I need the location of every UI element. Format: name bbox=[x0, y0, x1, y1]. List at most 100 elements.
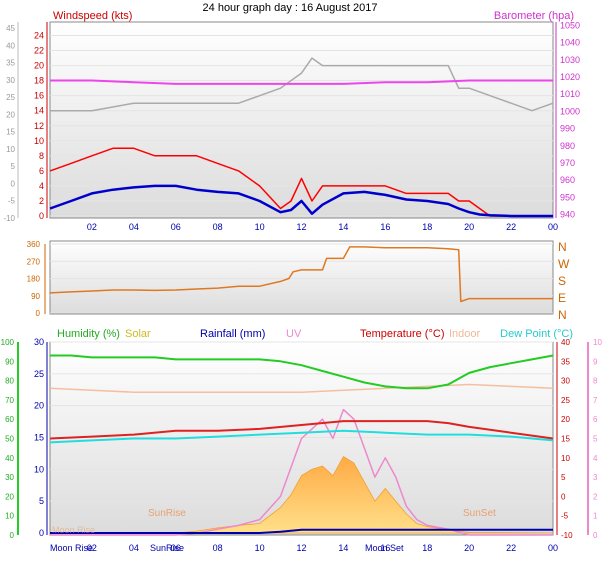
temp-x-tick-label: 08 bbox=[213, 543, 223, 553]
barometer-line bbox=[50, 79, 553, 85]
solar-tick-label: 10 bbox=[34, 464, 44, 474]
sunrise-axis-label: SunRise bbox=[150, 543, 184, 553]
temp-x-tick-label: 20 bbox=[464, 543, 474, 553]
direction-tick-label: 180 bbox=[27, 275, 41, 284]
wind-inner-tick-label: 20 bbox=[34, 61, 44, 71]
direction-tick-label: 0 bbox=[36, 309, 41, 318]
baro-tick-label: 1000 bbox=[560, 106, 580, 116]
direction-tick-label: 90 bbox=[31, 292, 40, 301]
wind-inner-tick-label: 10 bbox=[34, 136, 44, 146]
humidity-line bbox=[50, 354, 554, 390]
direction-tick-label: 360 bbox=[27, 240, 41, 249]
humidity-tick-label: 60 bbox=[5, 415, 14, 424]
wind-outer-tick-label: 25 bbox=[6, 93, 15, 102]
solar-tick-label: 5 bbox=[39, 496, 44, 506]
wind-x-tick-label: 20 bbox=[464, 222, 474, 232]
compass-label: S bbox=[558, 274, 566, 288]
uv-tick-label: 1 bbox=[593, 512, 598, 521]
wind-outer-tick-label: 5 bbox=[11, 162, 16, 171]
wind-inner-tick-label: 4 bbox=[39, 181, 44, 191]
wind-inner-tick-label: 14 bbox=[34, 106, 44, 116]
temp-x-tick-label: 04 bbox=[129, 543, 139, 553]
moonrise-axis-label: Moon Rise bbox=[50, 543, 93, 553]
baro-tick-label: 940 bbox=[560, 210, 575, 220]
uv-tick-label: 4 bbox=[593, 454, 598, 463]
humidity-tick-label: 20 bbox=[5, 492, 14, 501]
temperature-tick-label: 35 bbox=[561, 357, 570, 366]
wind-x-tick-label: 02 bbox=[87, 222, 97, 232]
compass-label: W bbox=[558, 257, 570, 271]
compass-label: E bbox=[558, 291, 566, 305]
uv-tick-label: 9 bbox=[593, 357, 598, 366]
baro-tick-label: 1010 bbox=[560, 89, 580, 99]
humidity-tick-label: 70 bbox=[5, 396, 14, 405]
wind-x-tick-label: 06 bbox=[171, 222, 181, 232]
temp-x-tick-label: 10 bbox=[255, 543, 265, 553]
wind-inner-tick-label: 16 bbox=[34, 91, 44, 101]
wind-outer-tick-label: -5 bbox=[8, 197, 16, 206]
solar-tick-label: 0 bbox=[39, 528, 44, 538]
uv-line bbox=[50, 408, 553, 536]
compass-label: N bbox=[558, 240, 567, 254]
baro-tick-label: 960 bbox=[560, 175, 575, 185]
rainfall-line bbox=[50, 528, 553, 534]
baro-tick-label: 990 bbox=[560, 124, 575, 134]
wind-inner-tick-label: 12 bbox=[34, 121, 44, 131]
baro-tick-label: 950 bbox=[560, 192, 575, 202]
wind-x-tick-label: 14 bbox=[338, 222, 348, 232]
baro-tick-label: 1040 bbox=[560, 38, 580, 48]
solar-tick-label: 30 bbox=[34, 337, 44, 347]
wind-inner-tick-label: 8 bbox=[39, 151, 44, 161]
wind-inner-tick-label: 0 bbox=[39, 211, 44, 221]
temperature-tick-label: 10 bbox=[561, 454, 570, 463]
uv-tick-label: 8 bbox=[593, 377, 598, 386]
wind-x-tick-label: 12 bbox=[296, 222, 306, 232]
wind-x-tick-label: 08 bbox=[213, 222, 223, 232]
wind-x-tick-label: 18 bbox=[422, 222, 432, 232]
compass-label: N bbox=[558, 308, 567, 322]
humidity-tick-label: 10 bbox=[5, 512, 14, 521]
humidity-tick-label: 30 bbox=[5, 473, 14, 482]
temp-x-tick-label: 06 bbox=[171, 543, 181, 553]
temperature-line bbox=[49, 420, 554, 440]
uv-tick-label: 6 bbox=[593, 415, 598, 424]
wind-direction-line bbox=[49, 246, 553, 303]
direction-tick-label: 270 bbox=[27, 257, 41, 266]
temperature-tick-label: 30 bbox=[561, 377, 570, 386]
uv-tick-label: 2 bbox=[593, 492, 598, 501]
wind-outer-tick-label: 30 bbox=[6, 76, 15, 85]
temperature-tick-label: -10 bbox=[561, 531, 573, 540]
moonrise-label: Moon Rise bbox=[52, 525, 95, 535]
sunrise-label: SunRise bbox=[148, 508, 186, 519]
baro-tick-label: 1030 bbox=[560, 55, 580, 65]
baro-tick-label: 970 bbox=[560, 158, 575, 168]
uv-tick-label: 7 bbox=[593, 396, 598, 405]
wind-avg-line bbox=[49, 184, 553, 218]
sunset-label: SunSet bbox=[463, 508, 496, 519]
wind-outer-tick-label: 15 bbox=[6, 128, 15, 137]
temperature-tick-label: 0 bbox=[561, 492, 566, 501]
temperature-tick-label: 20 bbox=[561, 415, 570, 424]
solar-tick-label: 15 bbox=[34, 433, 44, 443]
temperature-tick-label: 15 bbox=[561, 435, 570, 444]
solar-tick-label: 25 bbox=[34, 369, 44, 379]
wind-inner-tick-label: 2 bbox=[39, 196, 44, 206]
wind-inner-tick-label: 18 bbox=[34, 76, 44, 86]
temp-x-tick-label: 14 bbox=[338, 543, 348, 553]
wind-direction-plot-area bbox=[49, 240, 554, 315]
temp-x-tick-label: 18 bbox=[422, 543, 432, 553]
wind-outer-tick-label: 0 bbox=[11, 179, 16, 188]
humidity-tick-label: 80 bbox=[5, 377, 14, 386]
humidity-tick-label: 50 bbox=[5, 435, 14, 444]
wind-baro-plot-area bbox=[49, 21, 554, 219]
indoor-line bbox=[49, 383, 554, 393]
indoor-legend: Indoor bbox=[449, 328, 481, 340]
uv-tick-label: 10 bbox=[593, 338, 602, 347]
wind-x-tick-label: 16 bbox=[380, 222, 390, 232]
windspeed-line bbox=[49, 147, 553, 217]
humidity-tick-label: 0 bbox=[10, 531, 15, 540]
temp-x-tick-label: 12 bbox=[296, 543, 306, 553]
solar-tick-label: 20 bbox=[34, 401, 44, 411]
wind-inner-tick-label: 22 bbox=[34, 46, 44, 56]
